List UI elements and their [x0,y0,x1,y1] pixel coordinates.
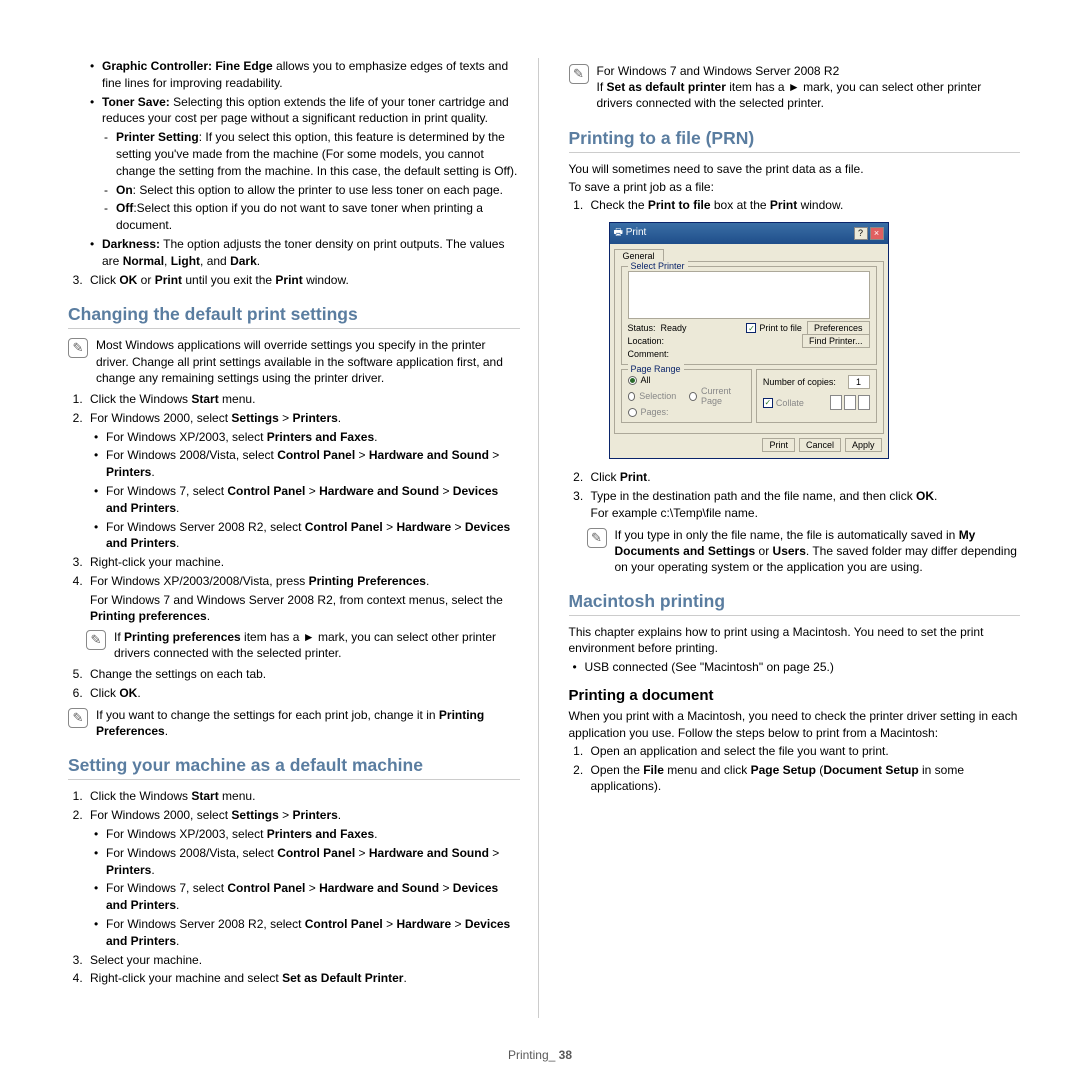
note-text: If you want to change the settings for e… [96,707,520,739]
copies-input[interactable]: 1 [848,375,870,389]
radio-pages[interactable] [628,408,637,417]
right-column: ✎ For Windows 7 and Windows Server 2008 … [569,58,1021,1018]
body-text: For Windows XP/2003, select Printers and… [90,429,520,446]
radio-selection[interactable] [628,392,636,401]
dialog-title: Print [626,227,647,238]
heading-changing-defaults: Changing the default print settings [68,304,520,329]
body-text: Click OK or Print until you exit the Pri… [86,272,520,289]
dash-list: Printer Setting: If you select this opti… [102,129,520,234]
note-text: If you type in only the file name, the f… [615,527,1021,576]
body-text: Open an application and select the file … [587,743,1021,760]
body-text: Click the Windows Start menu. [86,391,520,408]
close-button[interactable]: × [870,227,884,240]
body-text: For Windows Server 2008 R2, select Contr… [90,916,520,950]
preferences-button[interactable]: Preferences [807,321,870,335]
body-text: Click OK. [86,685,520,702]
note-text: For Windows 7 and Windows Server 2008 R2… [597,63,1021,112]
body-text: When you print with a Macintosh, you nee… [569,708,1021,740]
body-text: Toner Save: Selecting this option extend… [86,94,520,234]
body-text: Select your machine. [86,952,520,969]
cancel-button[interactable]: Cancel [799,438,841,452]
group-copies: Number of copies:1 ✓Collate [756,369,877,423]
radio-all[interactable] [628,376,637,385]
group-select-printer: Select Printer Status: Ready ✓Print to f… [621,266,877,366]
radio-current-page[interactable] [689,392,697,401]
body-text: Click the Windows Start menu. [86,788,520,805]
note-icon: ✎ [86,630,106,650]
ordered-list: Click OK or Print until you exit the Pri… [68,272,520,289]
heading-printing-to-file: Printing to a file (PRN) [569,128,1021,153]
heading-set-default-machine: Setting your machine as a default machin… [68,755,520,780]
body-text: For Windows 7, select Control Panel > Ha… [90,880,520,914]
body-text: For Windows XP/2003, select Printers and… [90,826,520,843]
body-text: Open the File menu and click Page Setup … [587,762,1021,796]
print-dialog: 🖶 Print ? × General Select Printer Statu… [609,222,889,460]
ordered-list: Check the Print to file box at the Print… [569,197,1021,214]
help-button[interactable]: ? [854,227,868,240]
body-text: Right-click your machine and select Set … [86,970,520,987]
group-page-range: Page Range All Selection Current Page Pa… [621,369,752,423]
apply-button[interactable]: Apply [845,438,882,452]
note-box: ✎ If you want to change the settings for… [68,707,520,739]
body-text: For Windows Server 2008 R2, select Contr… [90,519,520,553]
body-text: Right-click your machine. [86,554,520,571]
bullet-list: Graphic Controller: Fine Edge allows you… [86,58,520,270]
left-column: Graphic Controller: Fine Edge allows you… [68,58,539,1018]
note-icon: ✎ [68,708,88,728]
note-box: ✎ Most Windows applications will overrid… [68,337,520,386]
body-text: Change the settings on each tab. [86,666,520,683]
note-text: If Printing preferences item has a ► mar… [114,629,520,661]
body-text: USB connected (See "Macintosh" on page 2… [569,659,1021,676]
body-text: For Windows 2008/Vista, select Control P… [90,845,520,879]
printer-list[interactable] [628,271,870,319]
find-printer-button[interactable]: Find Printer... [802,334,870,348]
body-text: For Windows 2008/Vista, select Control P… [90,447,520,481]
body-text: Graphic Controller: Fine Edge allows you… [86,58,520,92]
heading-macintosh-printing: Macintosh printing [569,591,1021,616]
body-text: Off:Select this option if you do not wan… [102,200,520,234]
note-icon: ✎ [587,528,607,548]
body-text: Type in the destination path and the fil… [587,488,1021,575]
note-box: ✎ If Printing preferences item has a ► m… [86,629,520,661]
bullet-list: For Windows XP/2003, select Printers and… [90,826,520,950]
page-footer: Printing_ 38 [0,1048,1080,1062]
collate-icon [830,395,870,410]
note-icon: ✎ [68,338,88,358]
print-button[interactable]: Print [762,438,795,452]
note-icon: ✎ [569,64,589,84]
body-text: Check the Print to file box at the Print… [587,197,1021,214]
note-box: ✎ For Windows 7 and Windows Server 2008 … [569,63,1021,112]
body-text: To save a print job as a file: [569,179,1021,195]
printer-icon: 🖶 [614,227,623,238]
body-text: On: Select this option to allow the prin… [102,182,520,199]
body-text: For Windows 2000, select Settings > Prin… [86,410,520,552]
body-text: Darkness: The option adjusts the toner d… [86,236,520,270]
body-text: For Windows 2000, select Settings > Prin… [86,807,520,949]
body-text: You will sometimes need to save the prin… [569,161,1021,177]
body-text: For Windows 7, select Control Panel > Ha… [90,483,520,517]
body-text: Printer Setting: If you select this opti… [102,129,520,179]
ordered-list: Click the Windows Start menu. For Window… [68,788,520,987]
dialog-titlebar: 🖶 Print ? × [610,223,888,244]
print-to-file-checkbox[interactable]: ✓Print to file [746,323,802,333]
bullet-list: USB connected (See "Macintosh" on page 2… [569,659,1021,676]
body-text: For Windows XP/2003/2008/Vista, press Pr… [86,573,520,662]
note-box: ✎ If you type in only the file name, the… [587,527,1021,576]
collate-checkbox[interactable]: ✓Collate [763,398,804,408]
note-text: Most Windows applications will override … [96,337,520,386]
ordered-list: Click the Windows Start menu. For Window… [68,391,520,702]
heading-printing-a-document: Printing a document [569,687,1021,704]
body-text: This chapter explains how to print using… [569,624,1021,656]
body-text: For Windows 7 and Windows Server 2008 R2… [90,592,520,624]
bullet-list: For Windows XP/2003, select Printers and… [90,429,520,553]
ordered-list: Click Print. Type in the destination pat… [569,469,1021,575]
ordered-list: Open an application and select the file … [569,743,1021,795]
body-text: Click Print. [587,469,1021,486]
